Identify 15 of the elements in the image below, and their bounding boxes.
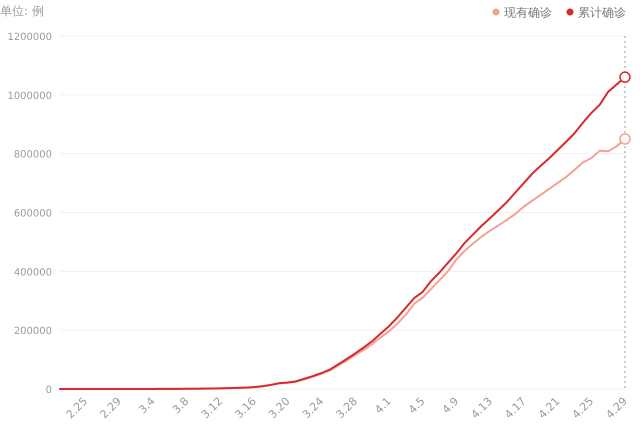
- x-tick-label: 3.8: [170, 394, 192, 416]
- y-tick-label: 0: [46, 385, 52, 396]
- y-tick-label: 1000000: [7, 90, 52, 102]
- y-axis-title: 单位: 例: [0, 4, 44, 18]
- x-tick-label: 4.1: [372, 394, 394, 416]
- y-tick-label: 1200000: [7, 32, 52, 43]
- x-tick-label: 4.9: [440, 394, 462, 416]
- y-tick-label: 600000: [14, 208, 52, 220]
- legend-label: 累计确诊: [578, 6, 626, 20]
- y-tick-label: 200000: [14, 326, 52, 338]
- x-tick-label: 4.5: [406, 394, 428, 416]
- y-tick-label: 800000: [14, 150, 52, 161]
- x-tick-label: 3.4: [136, 394, 158, 416]
- y-tick-label: 400000: [14, 267, 52, 278]
- legend-label: 现有确诊: [504, 6, 552, 20]
